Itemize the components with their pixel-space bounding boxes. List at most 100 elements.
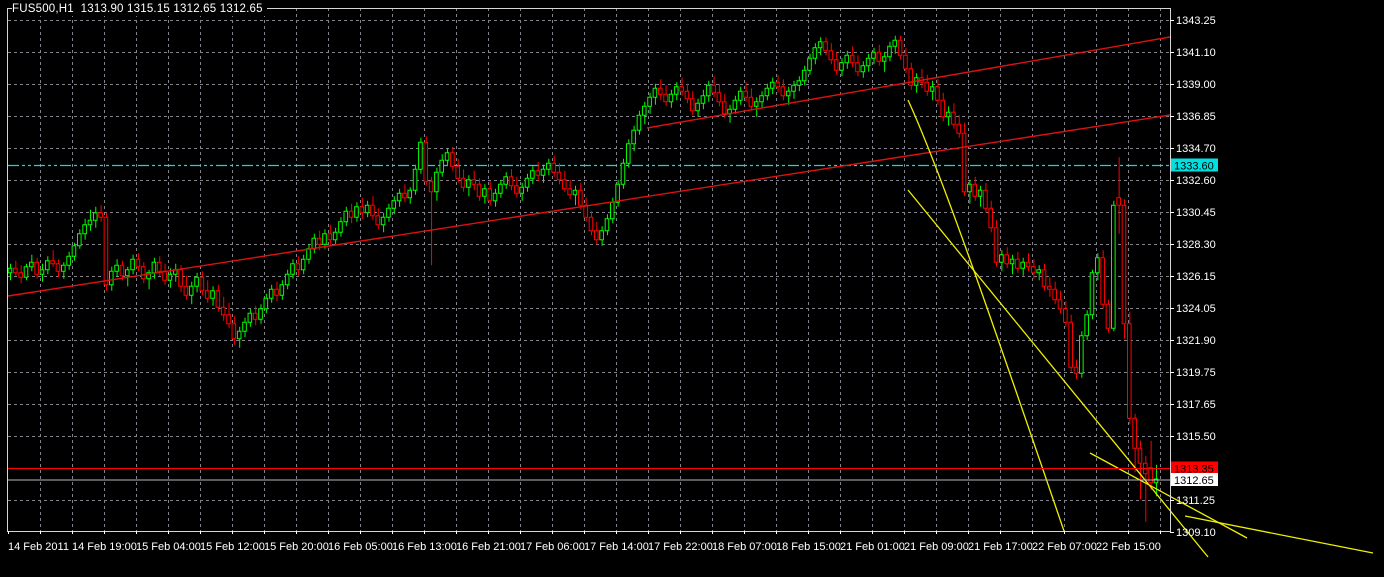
candle-bull[interactable]	[300, 254, 306, 275]
candle-bull[interactable]	[236, 326, 242, 348]
candle-bull[interactable]	[839, 58, 844, 77]
candle-bull[interactable]	[391, 196, 397, 215]
candle-bull[interactable]	[599, 226, 604, 246]
yellow-trendline-1[interactable]	[907, 189, 1209, 558]
candle-bear[interactable]	[348, 203, 354, 224]
candle-bull[interactable]	[263, 293, 269, 314]
candle-bull[interactable]	[279, 280, 285, 300]
candle-bear[interactable]	[935, 79, 940, 105]
candle-bull[interactable]	[386, 203, 391, 222]
candle-bear[interactable]	[428, 176, 434, 266]
candle-bull[interactable]	[114, 259, 119, 278]
candle-bull[interactable]	[652, 83, 658, 105]
candle-bull[interactable]	[418, 137, 423, 174]
candle-bull[interactable]	[999, 250, 1004, 272]
candle-bull[interactable]	[498, 179, 503, 198]
candle-bull[interactable]	[92, 206, 98, 228]
candle-bear[interactable]	[679, 77, 684, 96]
candle-bull[interactable]	[844, 50, 850, 69]
candle-bear[interactable]	[252, 305, 258, 326]
candle-bull[interactable]	[258, 304, 263, 324]
candle-bull[interactable]	[945, 106, 951, 126]
candle-bear[interactable]	[855, 55, 860, 77]
candle-bear[interactable]	[711, 76, 716, 98]
candle-bull[interactable]	[444, 148, 450, 167]
candle-bull[interactable]	[865, 53, 871, 72]
candle-bull[interactable]	[860, 61, 866, 78]
candle-bear[interactable]	[1137, 440, 1143, 500]
candle-bear[interactable]	[140, 262, 146, 284]
candle-bull[interactable]	[636, 110, 642, 135]
candle-bear[interactable]	[13, 260, 18, 276]
candle-bear[interactable]	[1031, 259, 1036, 279]
candle-bull[interactable]	[66, 251, 71, 270]
candle-bull[interactable]	[87, 209, 93, 231]
candle-bull[interactable]	[812, 43, 818, 65]
candle-bull[interactable]	[1095, 253, 1100, 281]
candle-bear[interactable]	[578, 182, 583, 210]
candle-bear[interactable]	[183, 275, 189, 300]
candle-bull[interactable]	[407, 187, 413, 204]
candle-bull[interactable]	[23, 263, 29, 281]
yellow-curve[interactable]	[907, 99, 1065, 532]
candle-bear[interactable]	[370, 196, 375, 221]
yellow-trendline-3[interactable]	[1184, 515, 1374, 554]
candle-bear[interactable]	[951, 103, 956, 129]
candle-bull[interactable]	[412, 164, 418, 195]
candle-bull[interactable]	[700, 89, 706, 110]
candle-bear[interactable]	[295, 256, 301, 276]
candle-bull[interactable]	[817, 37, 823, 56]
candle-bull[interactable]	[210, 286, 215, 306]
candle-bull[interactable]	[306, 244, 311, 264]
candle-bear[interactable]	[689, 91, 695, 116]
candle-bull[interactable]	[29, 254, 34, 272]
candle-bull[interactable]	[45, 256, 50, 275]
candle-bull[interactable]	[108, 266, 114, 291]
candle-bull[interactable]	[705, 80, 711, 102]
candle-bear[interactable]	[460, 169, 466, 192]
candle-bull[interactable]	[519, 182, 524, 201]
candle-bull[interactable]	[71, 242, 77, 261]
candle-bear[interactable]	[1004, 247, 1010, 269]
candle-bear[interactable]	[455, 158, 461, 183]
candle-bull[interactable]	[76, 229, 82, 249]
candle-bull[interactable]	[737, 86, 743, 105]
candle-bull[interactable]	[769, 77, 775, 95]
candle-bull[interactable]	[284, 269, 290, 290]
red-trendline-2[interactable]	[646, 36, 1171, 129]
candle-bull[interactable]	[492, 188, 498, 207]
candle-bear[interactable]	[119, 260, 125, 281]
candle-bull[interactable]	[625, 139, 631, 168]
candle-bear[interactable]	[1073, 359, 1079, 380]
candle-bear[interactable]	[940, 92, 946, 122]
price-axis[interactable]: 1343.25 1341.10 1339.00 1336.85 1334.70 1332.…	[1170, 15, 1218, 539]
candle-bear[interactable]	[487, 181, 492, 206]
candle-bull[interactable]	[615, 179, 620, 207]
candle-bear[interactable]	[1121, 199, 1127, 339]
candle-bull[interactable]	[801, 65, 807, 86]
yellow-trendline-2[interactable]	[1089, 452, 1248, 539]
candle-bear[interactable]	[780, 79, 786, 101]
candle-bull[interactable]	[268, 284, 274, 303]
candle-bear[interactable]	[103, 212, 109, 291]
candle-bull[interactable]	[647, 92, 652, 114]
candle-bear[interactable]	[956, 115, 962, 138]
candle-bear[interactable]	[18, 265, 23, 284]
candle-bear[interactable]	[562, 170, 567, 192]
candle-bull[interactable]	[151, 257, 157, 279]
candle-bull[interactable]	[39, 263, 45, 282]
candle-bull[interactable]	[380, 212, 386, 233]
candle-bear[interactable]	[375, 208, 381, 230]
candle-bull[interactable]	[434, 167, 439, 201]
candle-bear[interactable]	[508, 169, 514, 191]
red-trendline-1[interactable]	[7, 114, 1171, 297]
candle-bull[interactable]	[796, 76, 802, 92]
candle-bull[interactable]	[641, 101, 647, 125]
candle-bull[interactable]	[732, 95, 738, 114]
candle-bear[interactable]	[748, 88, 754, 111]
candle-bear[interactable]	[199, 271, 205, 296]
candle-bull[interactable]	[242, 317, 247, 338]
candle-bear[interactable]	[231, 316, 237, 345]
candle-bull[interactable]	[439, 154, 445, 177]
